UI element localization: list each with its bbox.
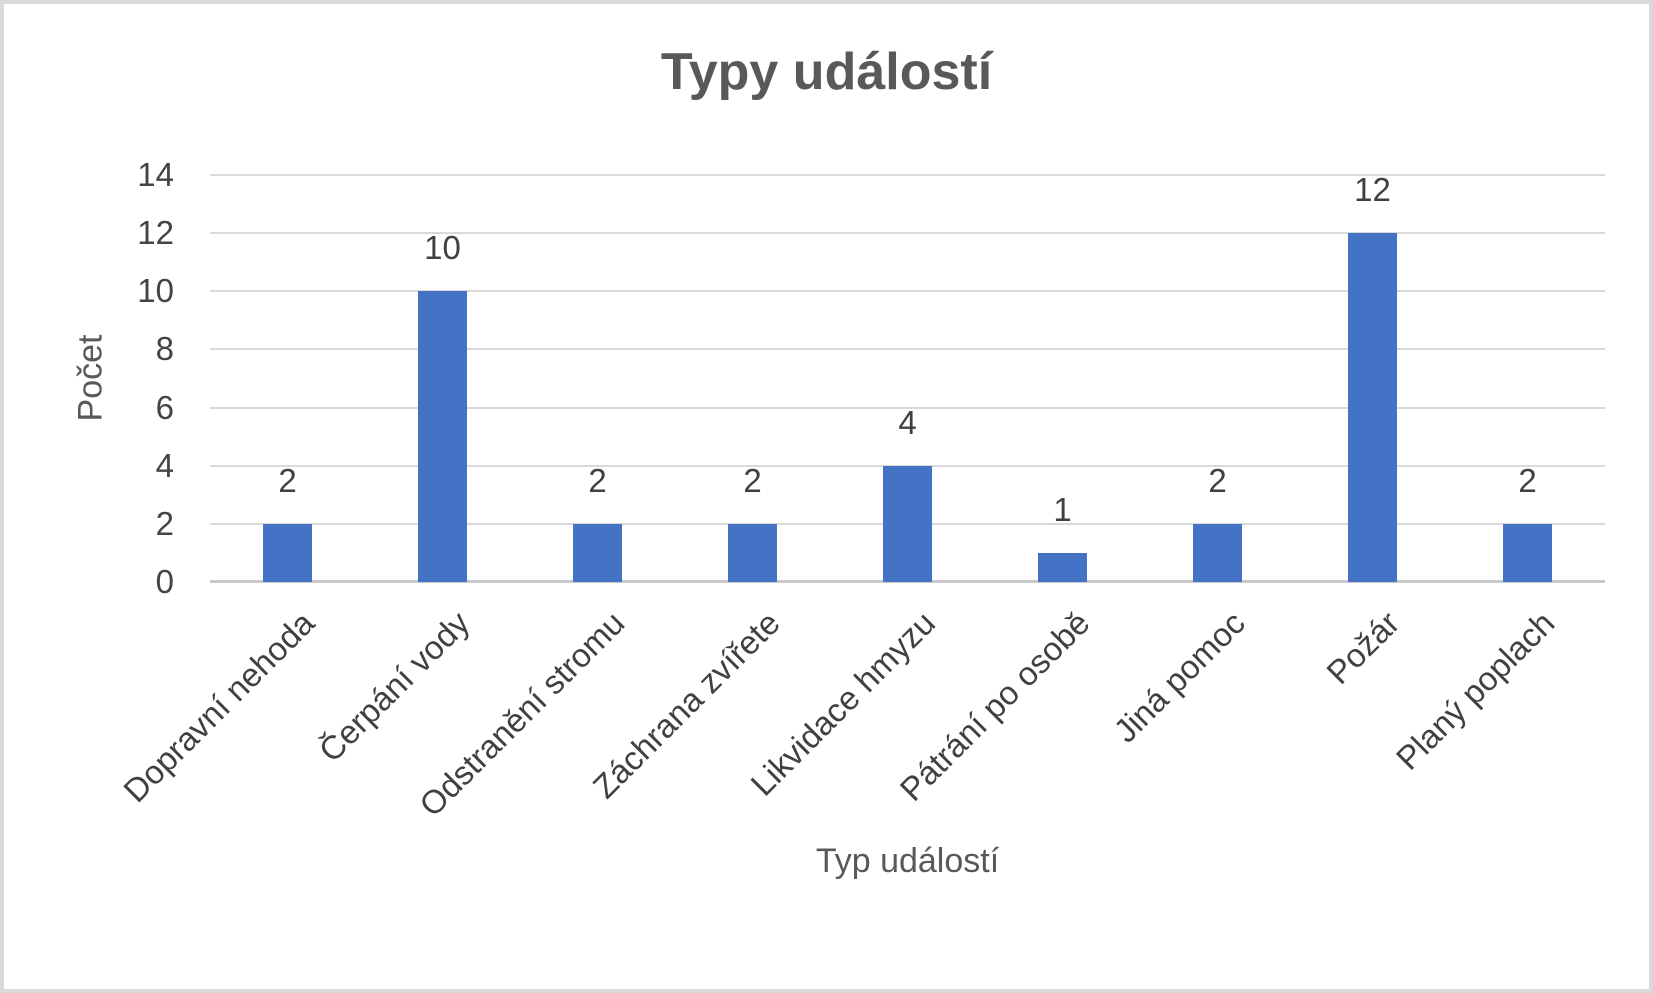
y-axis-tick-label-0: 0 <box>155 563 174 600</box>
bar-8 <box>1503 523 1552 582</box>
gridline-y-4 <box>210 464 1605 467</box>
y-axis-tick-label-2: 2 <box>155 504 174 542</box>
bar-2 <box>573 523 622 582</box>
y-axis-tick-label-8: 8 <box>155 330 174 368</box>
bar-value-label-8: 2 <box>1518 461 1537 499</box>
bar-slot-3: 2 <box>675 175 830 582</box>
bar-value-label-2: 2 <box>588 461 607 499</box>
x-axis-category-label-text-6: Jiná pomoc <box>1106 604 1252 750</box>
bar-slot-5: 1 <box>985 175 1140 582</box>
y-axis-tick-label-4: 4 <box>155 446 174 484</box>
bar-slot-2: 2 <box>520 175 675 582</box>
gridline-y-8 <box>210 348 1605 351</box>
bar-value-label-7: 12 <box>1354 171 1391 209</box>
bar-value-label-5: 1 <box>1053 490 1072 528</box>
x-axis-category-label-text-7: Požár <box>1319 604 1407 692</box>
bar-slot-7: 12 <box>1295 171 1450 582</box>
gridline-y-14 <box>210 174 1605 176</box>
bar-value-label-4: 4 <box>898 403 917 441</box>
y-axis-tick-label-10: 10 <box>137 272 174 310</box>
bar-slot-4: 4 <box>830 175 985 582</box>
bar-6 <box>1193 523 1242 582</box>
bar-0 <box>263 523 312 582</box>
bar-4 <box>883 465 932 582</box>
bar-value-label-3: 2 <box>743 461 762 499</box>
plot-area: 2 10 2 2 4 1 2 12 2 <box>210 171 1605 583</box>
chart-title: Typy událostí <box>660 43 993 101</box>
x-axis-title: Typ událostí <box>815 842 1000 880</box>
bar-value-label-6: 2 <box>1208 461 1227 499</box>
y-axis-tick-label-6: 6 <box>155 388 174 426</box>
bar-slot-1: 10 <box>365 175 520 582</box>
x-axis-category-label-text-8: Planý poplach <box>1388 604 1562 777</box>
x-axis-category-label-text-0: Dopravní nehoda <box>116 604 322 810</box>
gridline-y-6 <box>210 406 1605 409</box>
bar-1 <box>418 291 467 582</box>
bar-slot-8: 2 <box>1450 175 1605 582</box>
bar-3 <box>728 523 777 582</box>
bar-7 <box>1348 233 1397 582</box>
gridline-y-10 <box>210 290 1605 293</box>
bar-5 <box>1038 552 1087 582</box>
y-axis-tick-label-12: 12 <box>137 214 174 252</box>
bar-slot-6: 2 <box>1140 175 1295 582</box>
gridline-y-12 <box>210 232 1605 235</box>
bar-value-label-0: 2 <box>278 461 297 499</box>
x-axis-category-label-text-1: Čerpání vody <box>311 604 477 769</box>
y-axis-tick-label-14: 14 <box>137 156 174 193</box>
bar-slot-0: 2 <box>210 175 365 582</box>
bar-value-label-1: 10 <box>424 229 461 267</box>
